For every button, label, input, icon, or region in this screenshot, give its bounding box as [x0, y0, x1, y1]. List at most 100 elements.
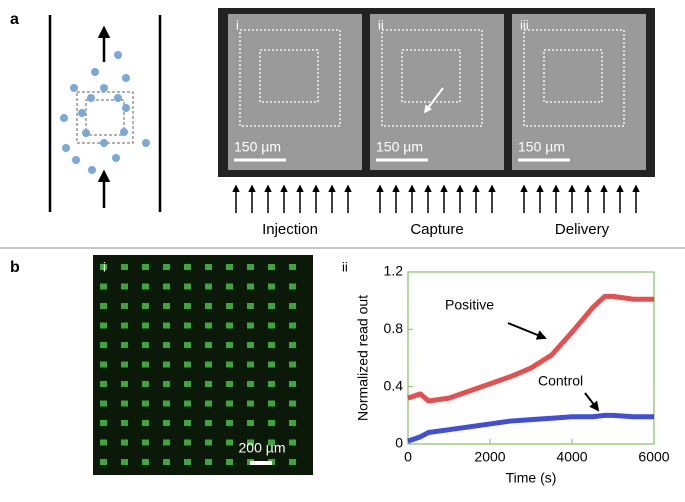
y-axis-title: Normalized read out [355, 295, 371, 421]
trap-spot [289, 264, 296, 270]
trap-spot [100, 439, 107, 446]
bead [122, 74, 130, 82]
y-tick-label: 1.2 [384, 263, 404, 279]
trap-spot [226, 361, 233, 368]
trap-spot [247, 342, 254, 348]
trap-spot [121, 264, 128, 270]
trap-spot [163, 361, 170, 368]
trap-spot [289, 459, 296, 465]
trap-spot [226, 400, 233, 407]
trap-spot [205, 283, 212, 290]
trap-spot [268, 361, 275, 368]
trap-spot [121, 361, 128, 368]
trap-spot [142, 283, 149, 290]
trap-spot [163, 400, 170, 407]
image-label: iii [520, 17, 529, 32]
trap-spot [163, 439, 170, 446]
annotation-arrow [584, 392, 600, 412]
trap-spot [205, 400, 212, 407]
trap-spot [247, 439, 254, 446]
trap-spot [100, 361, 107, 368]
trap-outline [85, 99, 125, 136]
trap-spot [247, 303, 254, 309]
trap-spot [226, 420, 233, 426]
series-label: Control [538, 373, 583, 389]
trap-spot [205, 322, 212, 329]
trap-spot [268, 342, 275, 348]
trap-spot [226, 283, 233, 290]
trap-spot [121, 342, 128, 348]
bead [122, 104, 130, 112]
x-tick-label: 4000 [556, 449, 587, 465]
bead [142, 139, 150, 147]
trap-spot [142, 420, 149, 426]
trap-spot [247, 322, 254, 329]
trap-outer [381, 29, 483, 127]
annotation-arrow [507, 322, 547, 340]
trap-spot [121, 400, 128, 407]
trap-spot [226, 342, 233, 348]
trap-spot [184, 342, 191, 348]
trap-outer [523, 29, 625, 127]
scale-bar-label: 200 µm [239, 440, 286, 456]
image-label: i [103, 259, 106, 274]
trap-spot [268, 420, 275, 426]
trap-spot [247, 361, 254, 368]
series-label: Positive [445, 297, 494, 313]
stage-label: Delivery [555, 221, 610, 238]
series-line [407, 412, 654, 444]
trap-spot [268, 322, 275, 329]
bead [88, 166, 96, 174]
trap-spot [289, 439, 296, 446]
stage-label: Capture [410, 221, 463, 238]
bead [120, 128, 128, 136]
plot-frame [407, 271, 655, 445]
trap-spot [289, 283, 296, 290]
trap-spot [100, 342, 107, 348]
trap-spot [268, 439, 275, 446]
trap-spot [142, 361, 149, 368]
trap-spot [142, 381, 149, 387]
trap-spot [100, 264, 107, 270]
trap-spot [184, 264, 191, 270]
bead [72, 156, 80, 164]
trap-spot [163, 322, 170, 329]
trap-spot [226, 303, 233, 309]
trap-spot [247, 264, 254, 270]
trap-inner [401, 49, 461, 103]
trap-spot [205, 439, 212, 446]
trap-spot [184, 322, 191, 329]
x-axis-title: Time (s) [506, 470, 557, 486]
y-tick-label: 0 [395, 435, 403, 451]
trap-spot [100, 303, 107, 309]
trap-spot [121, 322, 128, 329]
trap-spot [205, 342, 212, 348]
trap-spot [142, 439, 149, 446]
subpanel-label: ii [342, 259, 348, 274]
trap-spot [142, 459, 149, 465]
panel-label: a [10, 11, 19, 28]
trap-spot [226, 264, 233, 270]
trap-spot [289, 361, 296, 368]
trap-spot [268, 264, 275, 270]
trap-spot [184, 361, 191, 368]
trap-inner [543, 49, 603, 103]
bead [78, 109, 86, 117]
bead [100, 84, 108, 92]
trap-spot [163, 264, 170, 270]
trap-spot [247, 400, 254, 407]
bead [112, 154, 120, 162]
trap-spot [142, 400, 149, 407]
trap-spot [121, 439, 128, 446]
trap-spot [289, 381, 296, 387]
trap-spot [142, 303, 149, 309]
trap-spot [205, 381, 212, 387]
trap-spot [121, 420, 128, 426]
trap-spot [184, 400, 191, 407]
trap-spot [100, 420, 107, 426]
trap-spot [268, 400, 275, 407]
trap-spot [289, 400, 296, 407]
trap-spot [205, 459, 212, 465]
trap-spot [289, 420, 296, 426]
